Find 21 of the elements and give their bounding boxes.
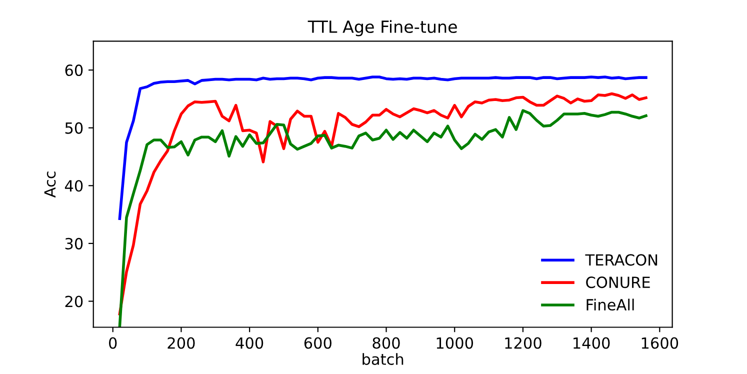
chart-title: TTL Age Fine-tune xyxy=(308,20,457,36)
line-series xyxy=(118,76,648,220)
x-tick-label: 1400 xyxy=(574,337,610,349)
x-axis-title: batch xyxy=(362,353,404,365)
x-tick-label: 600 xyxy=(304,337,332,349)
y-tick-label: 20 xyxy=(65,296,83,308)
y-tick-label: 30 xyxy=(65,238,83,250)
x-tick-label: 1200 xyxy=(505,337,542,349)
legend-label: CONURE xyxy=(586,276,650,288)
x-tick-label: 800 xyxy=(372,337,400,349)
y-tick-label: 60 xyxy=(65,64,83,76)
y-tick-label: 40 xyxy=(64,180,83,192)
legend-label: TERACON xyxy=(585,254,658,266)
x-tick-label: 0 xyxy=(109,337,117,349)
y-tick-label: 50 xyxy=(65,122,83,134)
legend-label: FineAll xyxy=(586,298,634,311)
x-tick-label: 1000 xyxy=(436,337,474,349)
x-tick-label: 1600 xyxy=(642,337,678,349)
x-tick-label: 400 xyxy=(236,337,264,349)
y-axis-title: Acc xyxy=(44,172,56,198)
x-tick-label: 200 xyxy=(168,337,195,349)
